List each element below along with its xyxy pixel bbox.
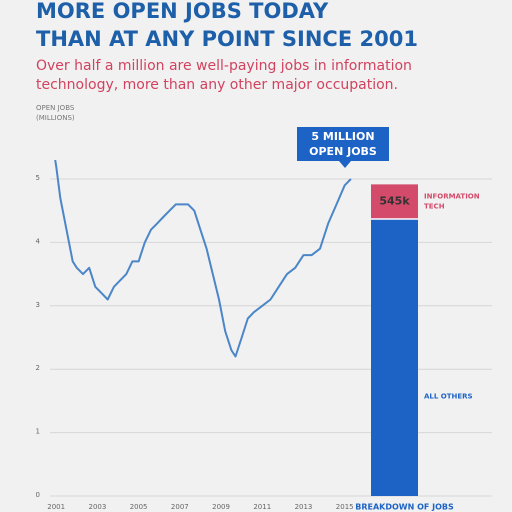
y-tick-label: 0 <box>36 491 40 499</box>
y-tick-label: 3 <box>36 301 40 309</box>
breakdown-label: BREAKDOWN OF JOBS <box>355 503 454 512</box>
y-tick-label: 2 <box>36 364 40 372</box>
title-line-2: THAN AT ANY POINT SINCE 2001 <box>36 27 418 51</box>
value-label: 545k <box>379 195 410 208</box>
x-tick-label: 2007 <box>171 503 189 511</box>
y-tick-label: 4 <box>36 237 41 245</box>
grid: 0 1 2 3 4 5 2001 2003 2005 2007 2009 2011 2013 2015 <box>36 174 492 511</box>
subtitle-line-1: Over half a million are well-paying jobs… <box>36 58 412 74</box>
callout-line-2: OPEN JOBS <box>309 145 377 158</box>
subtitle-line-2: technology, more than any other major oc… <box>36 77 398 93</box>
title-line-1: MORE OPEN JOBS TODAY <box>36 0 329 23</box>
line <box>54 159 352 358</box>
y-axis-label-2: (MILLIONS) <box>36 114 75 122</box>
callout-box <box>297 127 389 168</box>
y-tick-label: 5 <box>36 174 40 182</box>
y-tick-label: 1 <box>36 428 40 436</box>
stacked-bar-segment <box>371 218 418 496</box>
y-axis-label-1: OPEN JOBS <box>36 104 75 112</box>
x-tick-label: 2005 <box>130 503 148 511</box>
plot: ALL OTHERS 545k INFORMATION TECH BREAKDOWN O… <box>54 159 480 512</box>
x-tick-label: 2013 <box>295 503 313 511</box>
stacked-bar-segment <box>371 184 418 219</box>
x-tick-label: 2011 <box>253 503 271 511</box>
x-tick-label: 2015 <box>336 503 354 511</box>
x-tick-label: 2009 <box>212 503 230 511</box>
segment-label: INFORMATION TECH <box>424 192 480 210</box>
segment-label: ALL OTHERS <box>424 392 473 400</box>
x-tick-label: 2001 <box>47 503 65 511</box>
x-tick-label: 2003 <box>88 503 106 511</box>
callout-line-1: 5 MILLION <box>311 130 374 143</box>
